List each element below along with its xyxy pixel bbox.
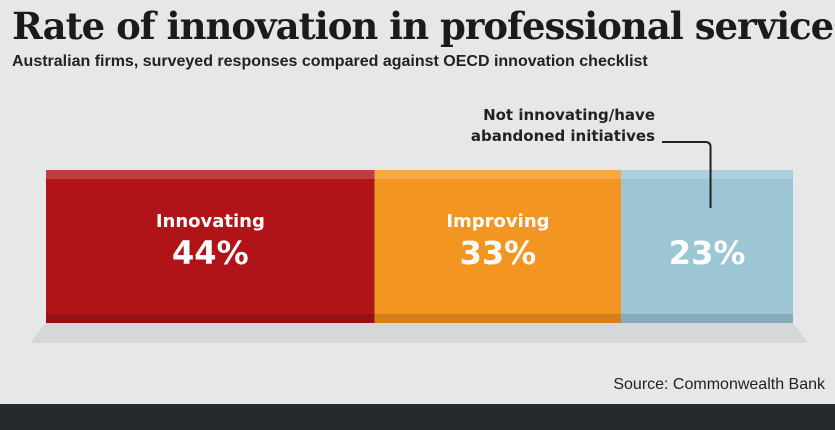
segment-name-label: Improving — [446, 211, 549, 232]
annotation-leader-line — [662, 141, 712, 208]
bar-bottom-shade — [621, 314, 793, 323]
bar-top-highlight — [621, 170, 793, 179]
bar-shadow — [30, 323, 808, 343]
annotation: Not innovating/have abandoned initiatives — [471, 106, 712, 208]
annotation-line: abandoned initiatives — [471, 127, 655, 145]
annotation-text: Not innovating/have abandoned initiatives — [471, 106, 655, 145]
chart-title: Rate of innovation in professional servi… — [12, 4, 835, 48]
annotation-line: Not innovating/have — [483, 106, 655, 124]
bar-bottom-shade — [46, 314, 375, 323]
segment-value-label: 23% — [669, 234, 746, 272]
bar-not-innovating-have-abandoned-initiatives — [621, 170, 793, 323]
source-credit: Source: Commonwealth Bank — [613, 376, 825, 393]
segment-value-label: 44% — [172, 234, 249, 272]
bar-improving — [374, 170, 622, 323]
segment-value-label: 33% — [460, 234, 537, 272]
chart-subtitle: Australian firms, surveyed responses com… — [12, 53, 648, 70]
bar-top-highlight — [46, 170, 375, 179]
bar-innovating — [46, 170, 375, 323]
bar-segment-not-innovating-have-abandoned-initiatives: 23% — [621, 170, 793, 323]
bar-bottom-shade — [374, 314, 622, 323]
footer-bar — [0, 404, 835, 430]
segment-name-label: Innovating — [156, 211, 265, 232]
bar-top-highlight — [374, 170, 622, 179]
